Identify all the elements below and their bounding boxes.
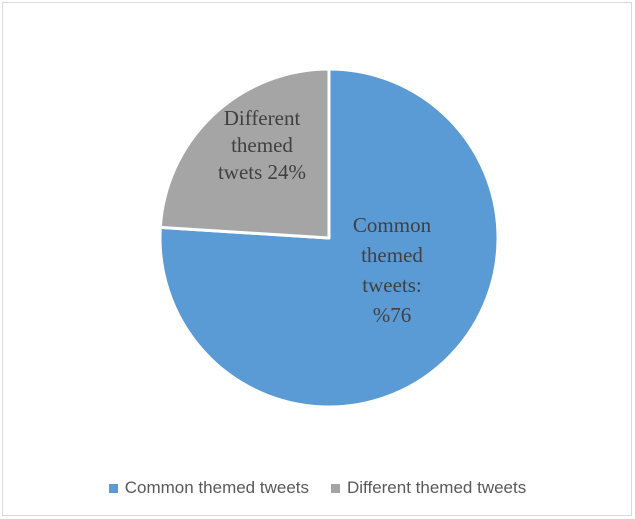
legend-swatch-different xyxy=(331,483,340,493)
pie-slice-different xyxy=(158,67,331,240)
legend: Common themed tweets Different themed tw… xyxy=(0,478,635,498)
legend-label-different: Different themed tweets xyxy=(347,478,527,497)
pie-slice-common xyxy=(158,67,500,409)
data-label-line: themed xyxy=(361,243,423,267)
data-label-line: Different xyxy=(224,106,301,130)
legend-swatch-common xyxy=(108,483,118,493)
legend-item-common: Common themed tweets xyxy=(108,478,309,498)
data-label-line: Common xyxy=(353,213,432,237)
data-label-line: themed xyxy=(231,133,293,157)
data-label-different: Different themed twets 24% xyxy=(218,106,306,184)
pie-chart: Common themed tweets: %76 Different themed twe… xyxy=(158,67,500,409)
data-label-line: tweets: xyxy=(362,273,421,297)
data-label-line: %76 xyxy=(373,303,412,327)
data-label-line: twets 24% xyxy=(218,160,306,184)
data-label-common: Common themed tweets: %76 xyxy=(353,213,432,327)
legend-label-common: Common themed tweets xyxy=(124,478,309,497)
legend-item-different: Different themed tweets xyxy=(331,478,526,498)
